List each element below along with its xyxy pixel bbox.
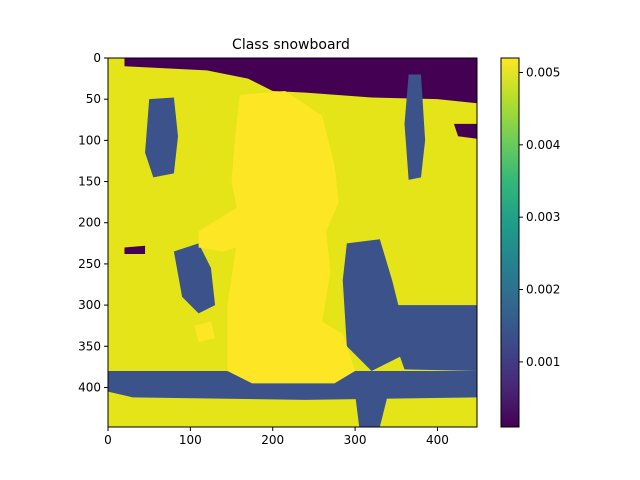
y-tick-label: 250 [78, 257, 101, 271]
colorbar-tick-label: 0.004 [526, 138, 560, 152]
heatmap-region-5 [173, 243, 216, 314]
y-tick-label: 400 [78, 380, 101, 394]
colorbar-tick-label: 0.003 [526, 210, 560, 224]
colorbar-gradient [500, 57, 520, 428]
plot-frame [107, 57, 478, 428]
heatmap-region-0 [124, 58, 478, 104]
colorbar-tick-label: 0.002 [526, 283, 560, 297]
chart-title: Class snowboard [232, 37, 350, 53]
heatmap-region-1 [453, 123, 477, 139]
y-tick-label: 100 [78, 133, 101, 147]
heatmap-region-7 [342, 239, 405, 371]
y-tick-label: 350 [78, 339, 101, 353]
heatmap-region-6 [108, 370, 477, 400]
x-tick-label: 400 [426, 433, 449, 447]
heatmap-region-11 [198, 206, 249, 252]
y-axis: 0 50 100 150 200 250 300 350 400 [78, 51, 108, 394]
colorbar-tick-label: 0.005 [526, 65, 560, 79]
heatmap-region-8 [392, 305, 477, 371]
x-tick-label: 0 [104, 433, 112, 447]
y-tick-label: 300 [78, 298, 101, 312]
heatmap-area [107, 57, 478, 428]
heatmap-region-12 [194, 321, 216, 343]
y-tick-label: 200 [78, 216, 101, 230]
x-tick-label: 200 [261, 433, 284, 447]
colorbar-tick-label: 0.001 [526, 355, 560, 369]
x-tick-label: 300 [344, 433, 367, 447]
y-tick-label: 50 [86, 92, 101, 106]
y-tick-label: 150 [78, 175, 101, 189]
colorbar: 0.001 0.002 0.003 0.004 0.005 [500, 57, 560, 428]
y-tick-label: 0 [93, 51, 101, 65]
heatmap-region-10 [227, 90, 356, 384]
heatmap-region-4 [404, 74, 426, 180]
heatmap-region-3 [145, 97, 179, 178]
x-tick-label: 100 [179, 433, 202, 447]
heatmap-region-2 [124, 245, 146, 255]
heatmap-region-9 [355, 394, 389, 427]
x-axis: 0 100 200 300 400 [104, 427, 449, 447]
